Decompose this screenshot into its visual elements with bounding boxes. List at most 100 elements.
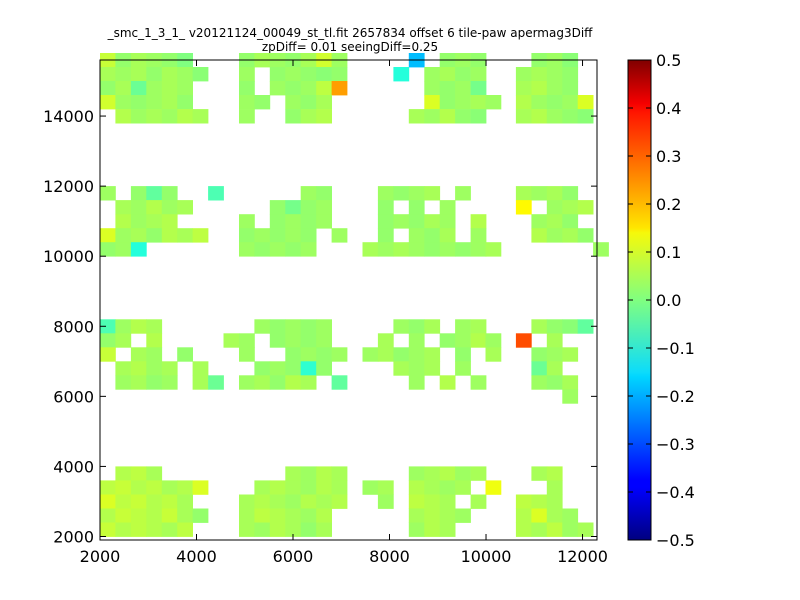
heatmap-cell	[130, 186, 147, 201]
heatmap-cell	[300, 109, 317, 124]
heatmap-cell	[146, 214, 163, 229]
heatmap-cell	[130, 347, 147, 362]
heatmap-cell	[269, 494, 286, 509]
heatmap-cell	[562, 67, 579, 82]
heatmap-cell	[254, 508, 271, 523]
heatmap-cell	[408, 214, 425, 229]
heatmap-cell	[362, 347, 379, 362]
heatmap-cell	[455, 95, 471, 110]
heatmap-cell	[577, 228, 594, 243]
heatmap-cell	[393, 186, 410, 201]
heatmap-cell	[424, 67, 441, 82]
heatmap-cell	[192, 361, 209, 376]
heatmap-cell	[239, 347, 255, 362]
heatmap-cell	[439, 228, 456, 243]
heatmap-cell	[192, 508, 209, 523]
heatmap-cell	[130, 466, 147, 481]
heatmap-cell	[393, 319, 410, 334]
heatmap-cell	[470, 375, 487, 390]
heatmap-cell	[531, 522, 548, 537]
x-tick-label: 12000	[557, 547, 608, 566]
heatmap-cell	[562, 389, 579, 404]
heatmap-cell	[300, 375, 317, 390]
heatmap-cell	[515, 522, 532, 537]
heatmap-cell	[424, 242, 441, 257]
heatmap-cell	[362, 242, 379, 257]
heatmap-cell	[316, 347, 332, 362]
heatmap-cell	[300, 242, 317, 257]
heatmap-cell	[485, 95, 502, 110]
heatmap-cell	[470, 333, 487, 348]
heatmap-cell	[115, 109, 132, 124]
heatmap-cell	[424, 319, 441, 334]
heatmap-cell	[424, 361, 441, 376]
heatmap-cell	[239, 214, 255, 229]
heatmap-cell	[146, 228, 163, 243]
heatmap-cell	[100, 81, 116, 96]
heatmap-cell	[316, 67, 332, 82]
heatmap-cell	[577, 200, 594, 215]
heatmap-cell	[470, 109, 487, 124]
heatmap-cell	[470, 466, 487, 481]
heatmap-cell	[393, 214, 410, 229]
heatmap-cell	[269, 361, 286, 376]
heatmap-cell	[177, 228, 193, 243]
heatmap-cell	[531, 228, 548, 243]
heatmap-cell	[192, 67, 209, 82]
heatmap-cell	[161, 375, 178, 390]
heatmap-cell	[439, 466, 456, 481]
heatmap-cell	[192, 228, 209, 243]
heatmap-cell	[546, 466, 563, 481]
heatmap-cell	[161, 480, 178, 495]
colorbar-tick-label: 0.2	[656, 195, 681, 214]
heatmap-cell	[146, 81, 163, 96]
heatmap-cell	[300, 95, 317, 110]
heatmap-cell	[515, 494, 532, 509]
heatmap-cell	[239, 494, 255, 509]
heatmap-cell	[161, 200, 178, 215]
heatmap-cell	[439, 508, 456, 523]
heatmap-cell	[377, 228, 394, 243]
heatmap-cell	[485, 347, 502, 362]
heatmap-cell	[408, 347, 425, 362]
heatmap-cell	[285, 200, 302, 215]
heatmap-cell	[300, 347, 317, 362]
heatmap-cell	[546, 333, 563, 348]
heatmap-cell	[531, 466, 548, 481]
heatmap-cell	[146, 375, 163, 390]
heatmap-cell	[239, 522, 255, 537]
heatmap-cell	[285, 333, 302, 348]
heatmap-cell	[130, 242, 147, 257]
heatmap-cell	[177, 522, 193, 537]
heatmap-cell	[115, 494, 132, 509]
heatmap-cell	[269, 375, 286, 390]
heatmap-cell	[115, 228, 132, 243]
heatmap-cell	[577, 109, 594, 124]
heatmap-cell	[408, 186, 425, 201]
heatmap-cell	[285, 466, 302, 481]
heatmap-cell	[470, 228, 487, 243]
heatmap-cell	[408, 109, 425, 124]
plot-area-frame	[99, 59, 598, 541]
heatmap-cell	[377, 333, 394, 348]
heatmap-cell	[546, 95, 563, 110]
heatmap-cell	[331, 81, 348, 96]
heatmap-cell	[424, 494, 441, 509]
heatmap-cell	[115, 319, 132, 334]
heatmap-cell	[515, 67, 532, 82]
heatmap-cell	[192, 109, 209, 124]
heatmap-cell	[223, 333, 240, 348]
heatmap-cell	[130, 81, 147, 96]
heatmap-cell	[130, 214, 147, 229]
heatmap-cell	[115, 95, 132, 110]
heatmap-cell	[100, 508, 116, 523]
heatmap-cell	[285, 361, 302, 376]
heatmap-cell	[439, 214, 456, 229]
heatmap-cell	[331, 228, 348, 243]
heatmap-cell	[408, 319, 425, 334]
heatmap-cell	[100, 494, 116, 509]
heatmap-cell	[115, 214, 132, 229]
heatmap-cell	[377, 347, 394, 362]
x-tick-label: 6000	[273, 547, 314, 566]
heatmap-cell	[424, 186, 441, 201]
